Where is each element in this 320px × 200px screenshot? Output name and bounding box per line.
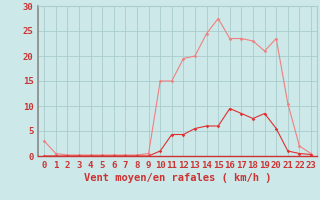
X-axis label: Vent moyen/en rafales ( km/h ): Vent moyen/en rafales ( km/h ) xyxy=(84,173,271,183)
